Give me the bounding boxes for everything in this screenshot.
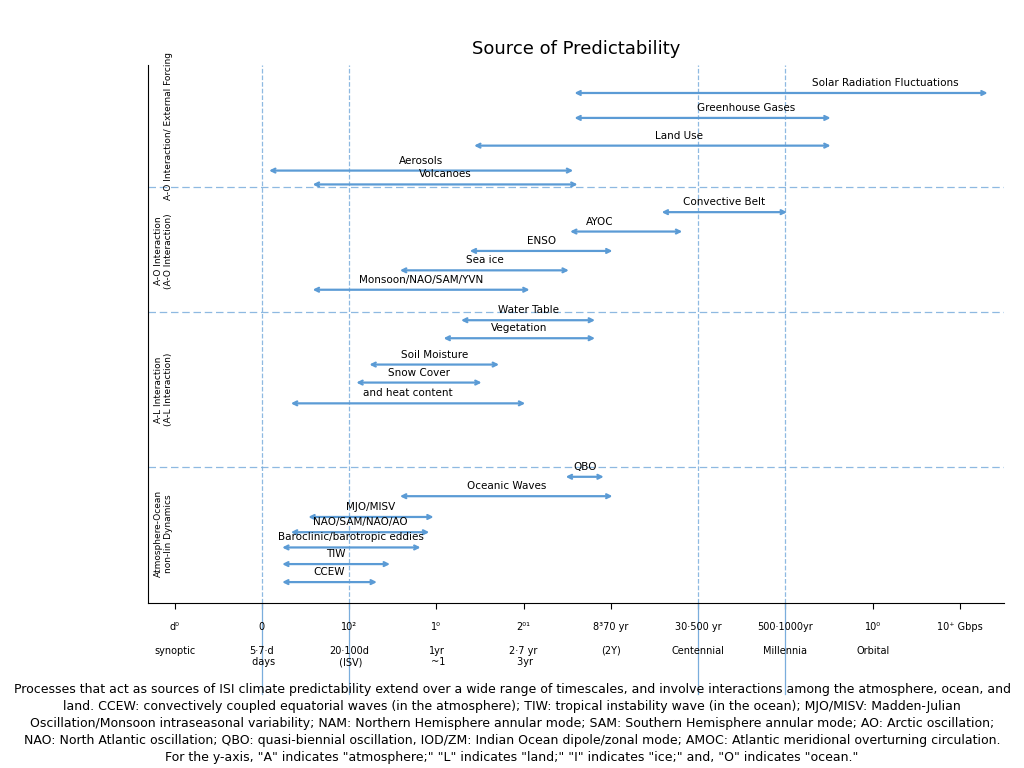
Text: QBO: QBO	[573, 462, 596, 472]
Text: (2Y): (2Y)	[601, 646, 621, 656]
Text: Centennial: Centennial	[672, 646, 725, 656]
Text: Snow Cover: Snow Cover	[388, 368, 450, 378]
Text: 30·500 yr: 30·500 yr	[675, 622, 722, 632]
Text: 10²: 10²	[341, 622, 357, 632]
Text: 0: 0	[259, 622, 265, 632]
Text: CCEW: CCEW	[313, 567, 345, 577]
Text: 1⁰: 1⁰	[431, 622, 441, 632]
Text: Soil Moisture: Soil Moisture	[400, 349, 468, 359]
Text: Volcanoes: Volcanoes	[419, 170, 471, 180]
Text: Greenhouse Gases: Greenhouse Gases	[697, 103, 796, 113]
Text: MJO/MISV: MJO/MISV	[346, 502, 395, 512]
Text: 20·100d
 (ISV): 20·100d (ISV)	[329, 646, 369, 667]
Text: Baroclinic/barotropic eddies: Baroclinic/barotropic eddies	[279, 532, 424, 542]
Text: TIW: TIW	[327, 549, 346, 559]
Text: Land Use: Land Use	[654, 131, 702, 141]
Title: Source of Predictability: Source of Predictability	[472, 40, 680, 58]
Text: 2⁰¹: 2⁰¹	[517, 622, 530, 632]
Text: 500·1000yr: 500·1000yr	[758, 622, 813, 632]
Text: and heat content: and heat content	[364, 389, 453, 399]
Text: 5·7·d
 days: 5·7·d days	[249, 646, 275, 667]
Text: 8³70 yr: 8³70 yr	[593, 622, 629, 632]
Text: Monsoon/NAO/SAM/YVN: Monsoon/NAO/SAM/YVN	[359, 275, 483, 285]
Text: ENSO: ENSO	[526, 236, 556, 246]
Text: Orbital: Orbital	[856, 646, 889, 656]
Text: AYOC: AYOC	[586, 217, 613, 227]
Text: d⁰: d⁰	[170, 622, 179, 632]
Text: Oceanic Waves: Oceanic Waves	[467, 482, 546, 492]
Text: synoptic: synoptic	[154, 646, 196, 656]
Text: Aerosols: Aerosols	[399, 156, 443, 166]
Text: 10⁰: 10⁰	[864, 622, 881, 632]
Text: 10⁺ Gbps: 10⁺ Gbps	[937, 622, 983, 632]
Text: Convective Belt: Convective Belt	[683, 197, 765, 207]
Text: A-O Interaction/ External Forcing: A-O Interaction/ External Forcing	[164, 52, 173, 200]
Text: Sea ice: Sea ice	[466, 255, 503, 266]
Text: A-O Interaction
(A-O Interaction): A-O Interaction (A-O Interaction)	[154, 214, 173, 289]
Text: Processes that act as sources of ISI climate predictability extend over a wide r: Processes that act as sources of ISI cli…	[13, 684, 1011, 764]
Text: Vegetation: Vegetation	[492, 323, 548, 333]
Text: Water Table: Water Table	[498, 305, 558, 315]
Text: Millennia: Millennia	[764, 646, 807, 656]
Text: A-L Interaction
(A-L Interaction): A-L Interaction (A-L Interaction)	[154, 353, 173, 426]
Text: NAO/SAM/NAO/AO: NAO/SAM/NAO/AO	[312, 517, 408, 527]
Text: 2·7 yr
 3yr: 2·7 yr 3yr	[510, 646, 538, 667]
Text: Solar Radiation Fluctuations: Solar Radiation Fluctuations	[812, 78, 959, 88]
Text: Atmosphere-Ocean
non-lin Dynamics: Atmosphere-Ocean non-lin Dynamics	[154, 490, 173, 578]
Text: 1yr
 ~1: 1yr ~1	[428, 646, 445, 667]
